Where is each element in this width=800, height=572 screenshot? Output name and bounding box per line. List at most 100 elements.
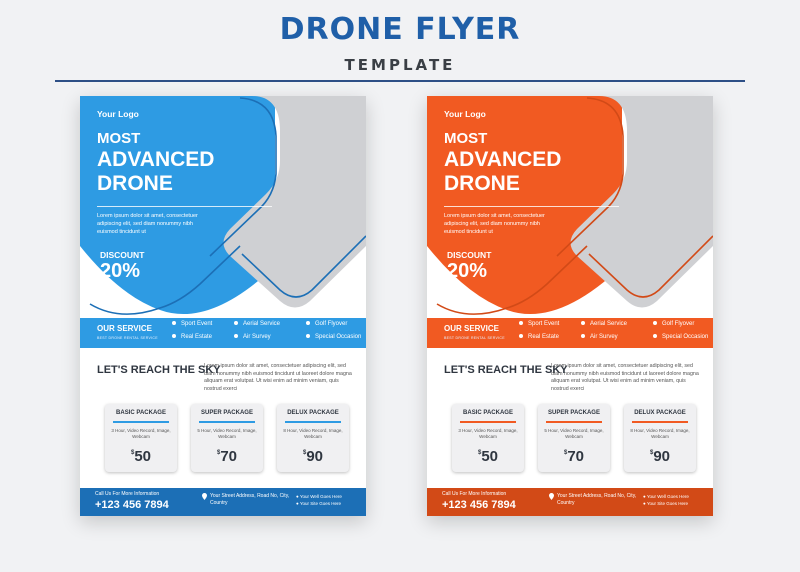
service-item: Sport Event — [519, 321, 559, 327]
service-subtitle: BEST DRONE RENTAL SERVICE — [444, 336, 505, 340]
package-card: DELUX PACKAGE 8 Hour, Video Record, Image… — [277, 404, 349, 472]
bullet-icon — [653, 321, 657, 326]
package-description: 8 Hour, Video Record, Image, Webcam — [283, 428, 343, 439]
service-item: Special Occasion — [653, 334, 708, 340]
bullet-icon — [234, 321, 238, 326]
discount-label: DISCOUNT — [100, 250, 145, 260]
footer-web: ● Your Well Goes Here ● Your Site Goes H… — [643, 493, 713, 507]
package-divider — [546, 421, 602, 423]
package-price-value: 50 — [481, 448, 499, 465]
service-subtitle: BEST DRONE RENTAL SERVICE — [97, 336, 158, 340]
footer-call-label: Call Us For More Information — [442, 491, 507, 497]
intro-text: Lorem ipsum dolor sit amet, consectetuer… — [444, 213, 545, 235]
flyer-footer: Call Us For More Information +123 456 78… — [427, 488, 713, 516]
footer-address: Your Street Address, Road No, City, Coun… — [557, 493, 637, 506]
globe-icon: ● — [643, 501, 647, 506]
headline-small: MOST — [97, 130, 141, 147]
service-item-label: Sport Event — [528, 321, 560, 327]
logo-text: Your Logo — [97, 109, 139, 119]
flyer-hero-art — [80, 96, 366, 315]
bullet-icon — [581, 321, 585, 326]
globe-icon: ● — [296, 501, 300, 506]
package-divider — [113, 421, 169, 423]
page-title: DRONE FLYER — [279, 12, 521, 47]
service-title: OUR SERVICE — [444, 324, 499, 333]
package-description: 8 Hour, Video Record, Image, Webcam — [630, 428, 690, 439]
page-subtitle: TEMPLATE — [344, 56, 456, 74]
globe-icon: ● — [643, 494, 647, 499]
service-title: OUR SERVICE — [97, 324, 152, 333]
package-divider — [632, 421, 688, 423]
headline-big: ADVANCED DRONE — [97, 148, 215, 195]
package-price-value: 70 — [567, 448, 585, 465]
bullet-icon — [581, 334, 585, 339]
footer-call-label: Call Us For More Information — [95, 491, 160, 497]
package-card: SUPER PACKAGE 5 Hour, Video Record, Image… — [538, 404, 610, 472]
package-title: SUPER PACKAGE — [201, 410, 253, 416]
bullet-icon — [172, 334, 176, 339]
headline-big: ADVANCED DRONE — [444, 148, 562, 195]
package-description: 3 Hour, Video Record, Image, Webcam — [458, 428, 518, 439]
bullet-icon — [234, 334, 238, 339]
service-item-label: Real Estate — [181, 334, 213, 340]
service-item-label: Air Survey — [590, 334, 618, 340]
bullet-icon — [519, 334, 523, 339]
currency-symbol: $ — [649, 450, 654, 456]
flyer-footer: Call Us For More Information +123 456 78… — [80, 488, 366, 516]
reach-body: Lorem ipsum dolor sit amet, consectetuer… — [204, 363, 352, 392]
package-price-value: 90 — [306, 448, 324, 465]
bullet-icon — [519, 321, 523, 326]
reach-title: LET'S REACH THE SKY — [444, 364, 568, 376]
package-title: DELUX PACKAGE — [634, 410, 686, 416]
service-item-label: Special Occasion — [315, 334, 362, 340]
service-item-label: Sport Event — [181, 321, 213, 327]
footer-web-1: ● Your Well Goes Here — [296, 493, 366, 500]
package-price: $70 — [538, 448, 610, 465]
footer-address: Your Street Address, Road No, City, Coun… — [210, 493, 290, 506]
package-description: 5 Hour, Video Record, Image, Webcam — [197, 428, 257, 439]
package-price-value: 70 — [220, 448, 238, 465]
package-divider — [460, 421, 516, 423]
package-price: $90 — [277, 448, 349, 465]
intro-text: Lorem ipsum dolor sit amet, consectetuer… — [97, 213, 198, 235]
package-card: SUPER PACKAGE 5 Hour, Video Record, Image… — [191, 404, 263, 472]
headline-divider — [97, 206, 272, 207]
footer-web-1: ● Your Well Goes Here — [643, 493, 713, 500]
footer-phone: +123 456 7894 — [95, 499, 169, 511]
package-price: $50 — [105, 448, 177, 465]
package-description: 3 Hour, Video Record, Image, Webcam — [111, 428, 171, 439]
headline-small: MOST — [444, 130, 488, 147]
footer-web: ● Your Well Goes Here ● Your Site Goes H… — [296, 493, 366, 507]
photo-placeholder-top — [570, 96, 713, 308]
discount-value: 20% — [447, 260, 488, 282]
service-item: Sport Event — [172, 321, 212, 327]
currency-symbol: $ — [563, 450, 568, 456]
service-item-label: Real Estate — [528, 334, 560, 340]
footer-web-1-text: Your Well Goes Here — [299, 494, 342, 499]
flyer-1: Your Logo MOST ADVANCED DRONE Lorem ipsu… — [80, 96, 366, 516]
headline-divider — [444, 206, 619, 207]
service-item: Real Estate — [172, 334, 212, 340]
photo-placeholder-top — [223, 96, 366, 308]
discount-label: DISCOUNT — [447, 250, 492, 260]
package-price-value: 90 — [653, 448, 671, 465]
service-item-label: Special Occasion — [662, 334, 709, 340]
flyer-hero-art — [427, 96, 713, 315]
service-item: Air Survey — [234, 334, 271, 340]
service-item-label: Golf Flyover — [315, 321, 348, 327]
service-item: Special Occasion — [306, 334, 361, 340]
flyer-2: Your Logo MOST ADVANCED DRONE Lorem ipsu… — [427, 96, 713, 516]
service-item: Golf Flyover — [653, 321, 694, 327]
reach-title: LET'S REACH THE SKY — [97, 364, 221, 376]
package-card: DELUX PACKAGE 8 Hour, Video Record, Image… — [624, 404, 696, 472]
footer-web-2: ● Your Site Goes Here — [643, 500, 713, 507]
service-item: Real Estate — [519, 334, 559, 340]
footer-web-2: ● Your Site Goes Here — [296, 500, 366, 507]
discount-value: 20% — [100, 260, 141, 282]
location-pin-icon — [202, 493, 207, 500]
service-item-label: Air Survey — [243, 334, 271, 340]
footer-web-1-text: Your Well Goes Here — [646, 494, 689, 499]
footer-web-2-text: Your Site Goes Here — [299, 501, 341, 506]
service-item-label: Golf Flyover — [662, 321, 695, 327]
package-card: BASIC PACKAGE 3 Hour, Video Record, Image… — [105, 404, 177, 472]
